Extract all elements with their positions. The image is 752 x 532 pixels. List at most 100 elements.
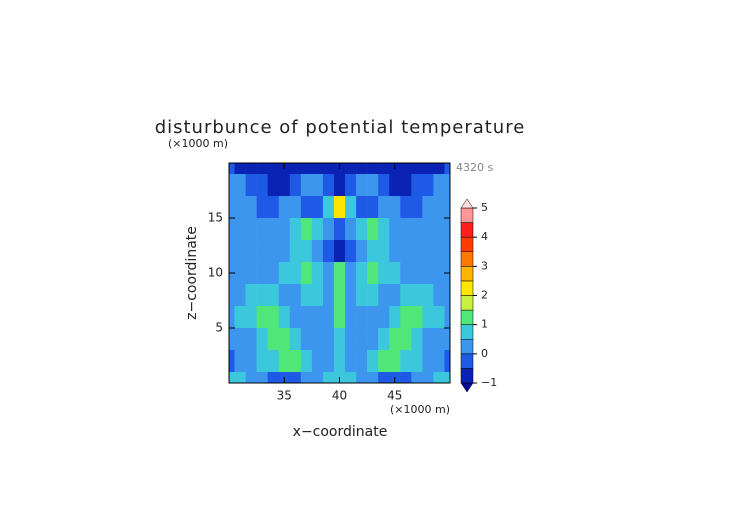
contour-cell: [267, 372, 280, 383]
contour-cell: [278, 240, 291, 263]
colorbar-band: [460, 236, 474, 253]
contour-cell: [356, 218, 368, 241]
contour-cell: [278, 174, 291, 197]
contour-cell: [300, 218, 313, 241]
contour-cell: [367, 372, 379, 383]
x-axis-label: x−coordinate: [293, 424, 388, 440]
contour-cell: [433, 196, 445, 219]
y-tick-label: 15: [208, 211, 223, 225]
contour-cell: [356, 174, 368, 197]
contour-cell: [234, 196, 246, 219]
contour-cell: [356, 284, 368, 307]
contour-cell: [300, 240, 313, 263]
contour-cell: [411, 262, 423, 285]
contour-cell: [267, 350, 280, 373]
contour-cell: [400, 350, 412, 373]
contour-cell: [256, 328, 268, 351]
contour-cell: [422, 372, 434, 383]
contour-cell: [422, 174, 434, 197]
contour-cell: [245, 306, 257, 329]
contour-cell: [311, 372, 324, 383]
contour-cell: [333, 284, 346, 307]
contour-cell: [400, 218, 412, 241]
contour-cell: [345, 174, 357, 197]
contour-cell: [234, 372, 246, 383]
contour-cell: [229, 306, 235, 329]
colorbar-tick-label: 0: [481, 347, 488, 360]
contour-cell: [229, 328, 235, 351]
contour-cell: [367, 218, 379, 241]
contour-cell: [256, 284, 268, 307]
contour-cell: [378, 174, 390, 197]
contour-cell: [411, 196, 423, 219]
contour-cell: [389, 174, 401, 197]
contour-cell: [300, 372, 313, 383]
contour-cell: [234, 350, 246, 373]
contour-cell: [322, 262, 335, 285]
contour-cell: [322, 240, 335, 263]
contour-cell: [389, 240, 401, 263]
contour-field: [229, 163, 450, 383]
contour-cell: [422, 306, 434, 329]
contour-cell: [389, 350, 401, 373]
contour-cell: [234, 240, 246, 263]
contour-cell: [245, 328, 257, 351]
colorbar-band: [460, 309, 474, 325]
x-tick-label: 45: [387, 389, 402, 403]
contour-cell: [289, 372, 302, 383]
contour-cell: [289, 196, 302, 219]
contour-cell: [311, 240, 324, 263]
colorbar-band: [460, 368, 474, 384]
contour-cell: [433, 284, 445, 307]
contour-cell: [267, 328, 280, 351]
contour-cell: [367, 196, 379, 219]
contour-cell: [367, 328, 379, 351]
contour-cell: [345, 240, 357, 263]
contour-cell: [234, 163, 246, 175]
contour-cell: [333, 328, 346, 351]
contour-cell: [356, 372, 368, 383]
contour-cell: [229, 350, 235, 373]
colorbar-tick-label: 2: [481, 289, 488, 302]
contour-cell: [300, 306, 313, 329]
contour-cell: [378, 350, 390, 373]
contour-cell: [322, 372, 335, 383]
contour-cell: [378, 372, 390, 383]
contour-cell: [367, 306, 379, 329]
contour-cell: [356, 196, 368, 219]
contour-cell: [267, 163, 280, 175]
contour-cell: [400, 240, 412, 263]
contour-cell: [278, 284, 291, 307]
contour-cell: [300, 163, 313, 175]
contour-cell: [422, 350, 434, 373]
contour-cell: [389, 196, 401, 219]
contour-cell: [400, 174, 412, 197]
contour-cell: [300, 262, 313, 285]
contour-cell: [311, 328, 324, 351]
contour-cell: [400, 372, 412, 383]
contour-cell: [229, 163, 235, 175]
colorbar-over: [460, 198, 474, 209]
contour-cell: [367, 240, 379, 263]
contour-cell: [345, 196, 357, 219]
contour-cell: [267, 240, 280, 263]
contour-cell: [229, 240, 235, 263]
contour-cell: [433, 163, 445, 175]
contour-cell: [245, 372, 257, 383]
contour-cell: [300, 328, 313, 351]
contour-cell: [378, 262, 390, 285]
contour-cell: [229, 284, 235, 307]
contour-cell: [289, 284, 302, 307]
contour-cell: [444, 196, 450, 219]
contour-cell: [433, 306, 445, 329]
contour-cell: [245, 262, 257, 285]
y-unit: (×1000 m): [168, 137, 228, 150]
contour-cell: [389, 284, 401, 307]
colorbar-band: [460, 339, 474, 355]
contour-cell: [333, 174, 346, 197]
contour-cell: [256, 350, 268, 373]
contour-cell: [444, 328, 450, 351]
colorbar-under: [460, 382, 474, 393]
contour-cell: [433, 328, 445, 351]
contour-cell: [378, 328, 390, 351]
